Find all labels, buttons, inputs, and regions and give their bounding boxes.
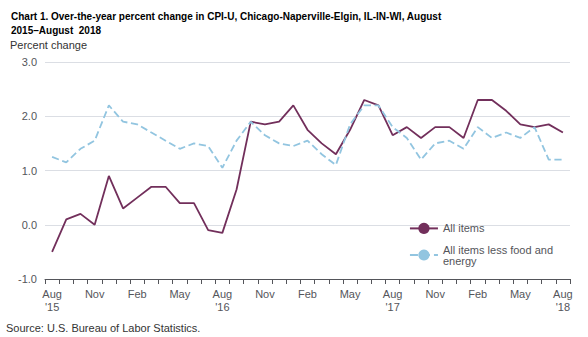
svg-text:2015–August 2018: 2015–August 2018 <box>11 25 101 36</box>
svg-text:All items less food and: All items less food and <box>442 243 553 256</box>
svg-text:May: May <box>510 288 531 300</box>
svg-text:Nov: Nov <box>255 288 275 300</box>
svg-text:All items: All items <box>443 222 485 234</box>
svg-text:Chart 1. Over-the-year percent: Chart 1. Over-the-year percent change in… <box>11 11 442 22</box>
svg-text:Aug: Aug <box>383 288 403 300</box>
svg-text:3.0: 3.0 <box>22 56 37 68</box>
svg-text:energy: energy <box>443 255 477 267</box>
svg-text:Percent change: Percent change <box>10 39 87 51</box>
svg-text:'15: '15 <box>45 301 59 313</box>
svg-text:Aug: Aug <box>42 288 62 300</box>
svg-text:Aug: Aug <box>553 288 573 300</box>
svg-text:Feb: Feb <box>128 288 147 300</box>
svg-text:Nov: Nov <box>425 288 445 300</box>
svg-text:0.0: 0.0 <box>22 219 37 231</box>
svg-text:Aug: Aug <box>213 288 233 300</box>
svg-text:'17: '17 <box>385 301 399 313</box>
svg-text:Nov: Nov <box>85 288 105 300</box>
svg-text:Feb: Feb <box>298 288 317 300</box>
svg-text:Feb: Feb <box>468 288 487 300</box>
svg-text:'16: '16 <box>215 301 229 313</box>
svg-text:1.0: 1.0 <box>22 165 37 177</box>
svg-text:2.0: 2.0 <box>22 110 37 122</box>
svg-text:May: May <box>169 288 190 300</box>
svg-text:-1.0: -1.0 <box>18 273 37 285</box>
svg-text:'18: '18 <box>556 301 570 313</box>
svg-text:May: May <box>340 288 361 300</box>
svg-text:Source: U.S. Bureau of Labor S: Source: U.S. Bureau of Labor Statistics. <box>6 322 200 334</box>
